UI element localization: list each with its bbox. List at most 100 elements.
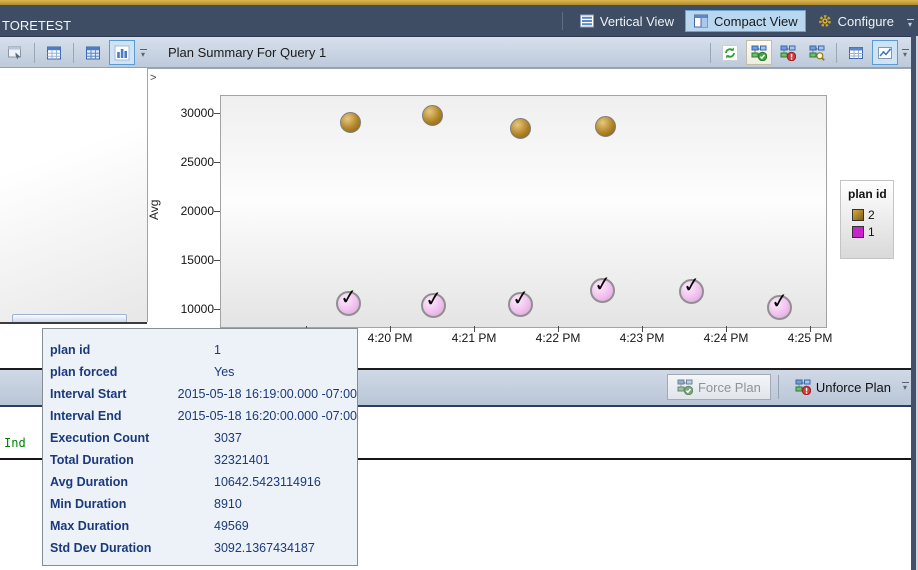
tooltip-row: Total Duration 32321401: [50, 449, 357, 471]
pane-title: Plan Summary For Query 1: [168, 45, 327, 60]
y-axis-tick-label: 25000: [180, 155, 214, 170]
y-axis-tick-mark: [214, 260, 220, 262]
left-toolbar-overflow-icon[interactable]: ▾: [139, 49, 147, 59]
summary-toolbar-overflow-icon[interactable]: ▾: [901, 49, 909, 59]
bar-chart-view-button[interactable]: [109, 40, 135, 65]
toolbar-separator: [34, 42, 35, 63]
unforce-plan-button[interactable]: Unforce Plan: [786, 375, 900, 399]
title-bar: TORETEST Vertical View Compact View Config…: [0, 5, 918, 36]
grid-view-icon: [848, 45, 864, 61]
x-axis-tick-mark: [390, 326, 391, 332]
query-window-icon: [7, 45, 23, 61]
query-window-view-button[interactable]: [2, 40, 28, 65]
x-axis-tick-label: 4:23 PM: [619, 331, 665, 345]
data-point-plan-1-forced[interactable]: ✓: [335, 285, 361, 316]
data-point-plan-1-forced[interactable]: ✓: [766, 289, 792, 320]
legend-swatch: [852, 226, 864, 238]
tooltip-label: Execution Count: [50, 431, 150, 445]
refresh-icon: [722, 44, 738, 61]
legend-title: plan id: [848, 187, 887, 201]
window-right-border: [911, 36, 916, 570]
data-point-plan-2[interactable]: [340, 111, 362, 133]
unforce-plan-icon: [780, 45, 796, 61]
y-axis-tick-mark: [214, 309, 220, 311]
tooltip-label: Min Duration: [50, 497, 127, 511]
data-point-plan-1-forced[interactable]: ✓: [421, 287, 447, 318]
x-axis-tick-label: 4:22 PM: [535, 331, 581, 345]
titlebar-overflow-icon[interactable]: ▾: [906, 19, 914, 29]
x-axis-tick-mark: [642, 326, 643, 332]
unforce-plan-icon: [795, 379, 811, 395]
tooltip-row: Max Duration 49569: [50, 515, 357, 537]
tooltip-label: Max Duration: [50, 519, 130, 533]
compact-view-button[interactable]: Compact View: [685, 10, 806, 32]
data-point-plan-1-forced[interactable]: ✓: [507, 286, 533, 317]
data-point-plan-1-forced[interactable]: ✓: [590, 272, 616, 303]
plan-tooltip: plan id 1 plan forced Yes Interval Start 2015…: [42, 328, 358, 566]
window-title: TORETEST: [2, 18, 72, 33]
titlebar-button-group: Vertical View Compact View Configure: [557, 10, 902, 32]
force-toolbar-overflow-icon[interactable]: ▾: [901, 382, 909, 392]
forced-check-icon: ✓: [681, 273, 702, 298]
x-axis-tick-label: 4:21 PM: [451, 331, 497, 345]
data-point-plan-2[interactable]: [421, 104, 443, 126]
tooltip-row: plan forced Yes: [50, 361, 357, 383]
splitter-collapse-icon[interactable]: >: [150, 72, 157, 84]
titlebar-separator: [561, 12, 563, 30]
tooltip-label: Total Duration: [50, 453, 134, 467]
force-plan-button[interactable]: [746, 40, 772, 65]
data-point-plan-1-forced[interactable]: ✓: [678, 273, 704, 304]
legend-label: 2: [868, 208, 875, 222]
refresh-button[interactable]: [717, 40, 743, 65]
x-axis-tick-mark: [474, 326, 475, 332]
plans-grid-view-button[interactable]: [80, 40, 106, 65]
tooltip-row: plan id 1: [50, 339, 357, 361]
configure-button[interactable]: Configure: [809, 10, 902, 32]
legend-swatch: [852, 209, 864, 221]
left-pane-border: [0, 322, 147, 324]
x-axis-tick-label: 4:20 PM: [367, 331, 413, 345]
toolbar-separator: [836, 42, 837, 63]
left-pane-toolbar: [2, 40, 135, 65]
data-point-plan-2[interactable]: [594, 115, 616, 137]
tooltip-value: 8910: [214, 497, 242, 511]
forced-check-icon: ✓: [510, 286, 531, 311]
tooltip-value: 49569: [214, 519, 249, 533]
window-top-accent: [0, 0, 918, 5]
toolbar-separator: [73, 42, 74, 63]
tooltip-value: Yes: [214, 365, 235, 379]
x-axis-tick-mark: [558, 326, 559, 332]
tooltip-value: 2015-05-18 16:19:00.000 -07:00: [177, 387, 357, 401]
vertical-view-button[interactable]: Vertical View: [571, 10, 682, 32]
tooltip-label: plan id: [50, 343, 91, 357]
y-axis-tick-label: 20000: [180, 204, 214, 219]
window-right-border-highlight: [916, 36, 918, 570]
y-axis-tick-mark: [214, 162, 220, 164]
button-label: Force Plan: [697, 379, 761, 395]
data-point-plan-2[interactable]: [509, 117, 531, 139]
vertical-view-icon: [579, 13, 595, 29]
compact-view-icon: [693, 13, 709, 29]
tooltip-label: Interval Start: [50, 387, 127, 401]
line-chart-button[interactable]: [872, 40, 898, 65]
compare-plans-button[interactable]: [804, 40, 830, 65]
y-axis-tick-label: 15000: [180, 253, 214, 268]
results-grid-view-button[interactable]: [41, 40, 67, 65]
line-chart-icon: [877, 45, 893, 61]
x-axis-tick-label: 4:24 PM: [703, 331, 749, 345]
chart-legend: plan id 2 1: [840, 180, 894, 259]
tooltip-value: 32321401: [214, 453, 270, 467]
button-label: Configure: [837, 13, 894, 29]
tooltip-row: Avg Duration 10642.5423114916: [50, 471, 357, 493]
legend-label: 1: [868, 225, 875, 239]
button-label: Unforce Plan: [815, 379, 891, 395]
bar-chart-icon: [114, 45, 130, 61]
tooltip-value: 3092.1367434187: [214, 541, 315, 555]
force-plan-button[interactable]: Force Plan: [666, 374, 771, 400]
grid-view-button[interactable]: [843, 40, 869, 65]
unforce-plan-button[interactable]: [775, 40, 801, 65]
force-plan-buttons: Force Plan Unforce Plan: [666, 374, 900, 400]
left-chart-pane: [0, 68, 148, 322]
pane-divider: [0, 405, 911, 407]
